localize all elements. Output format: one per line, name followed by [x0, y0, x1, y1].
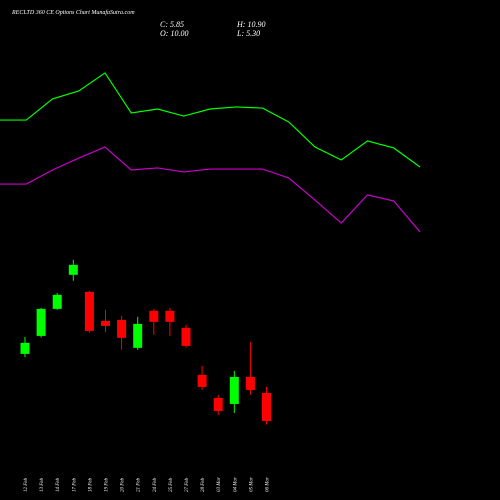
x-tick-label: 14 Feb — [56, 477, 61, 492]
candle-body — [149, 310, 159, 322]
candle-body — [52, 294, 62, 309]
x-tick-label: 18 Feb — [88, 477, 93, 492]
candle-body — [181, 327, 191, 346]
candle-body — [245, 376, 255, 390]
x-tick-label: 04 Mar — [233, 477, 238, 492]
candle-body — [36, 308, 46, 336]
candle-body — [197, 374, 207, 387]
close-info: C: 5.85 — [160, 20, 184, 29]
candle-body — [229, 376, 239, 404]
x-tick-label: 24 Feb — [153, 477, 158, 492]
x-tick-label: 05 Mar — [249, 477, 254, 492]
open-info: O: 10.00 — [160, 29, 188, 38]
chart-title: RECLTD 360 CE Options Chart MunafaSutra.… — [11, 9, 135, 16]
candle-body — [133, 323, 143, 348]
x-tick-label: 28 Feb — [201, 477, 206, 492]
low-info: L: 5.30 — [236, 29, 260, 38]
candle-body — [117, 319, 127, 338]
candle-body — [213, 397, 223, 411]
x-tick-label: 20 Feb — [121, 477, 126, 492]
x-tick-label: 13 Feb — [40, 477, 45, 492]
indicator-line — [0, 146, 421, 233]
candle-body — [84, 291, 94, 331]
x-tick-label: 19 Feb — [105, 477, 110, 492]
high-info: H: 10.90 — [236, 20, 265, 29]
indicator-line — [0, 72, 421, 168]
x-tick-label: 06 Mar — [266, 477, 271, 492]
candle-body — [165, 310, 175, 322]
candle-body — [68, 264, 78, 275]
x-tick-label: 21 Feb — [137, 477, 142, 492]
x-tick-label: 12 Feb — [24, 477, 29, 492]
x-tick-label: 27 Feb — [185, 477, 190, 492]
candle-body — [20, 342, 30, 354]
x-tick-label: 25 Feb — [169, 477, 174, 492]
candle-body — [262, 392, 271, 421]
candle-body — [101, 320, 110, 326]
x-tick-label: 17 Feb — [72, 477, 77, 492]
x-tick-label: 03 Mar — [217, 477, 222, 492]
